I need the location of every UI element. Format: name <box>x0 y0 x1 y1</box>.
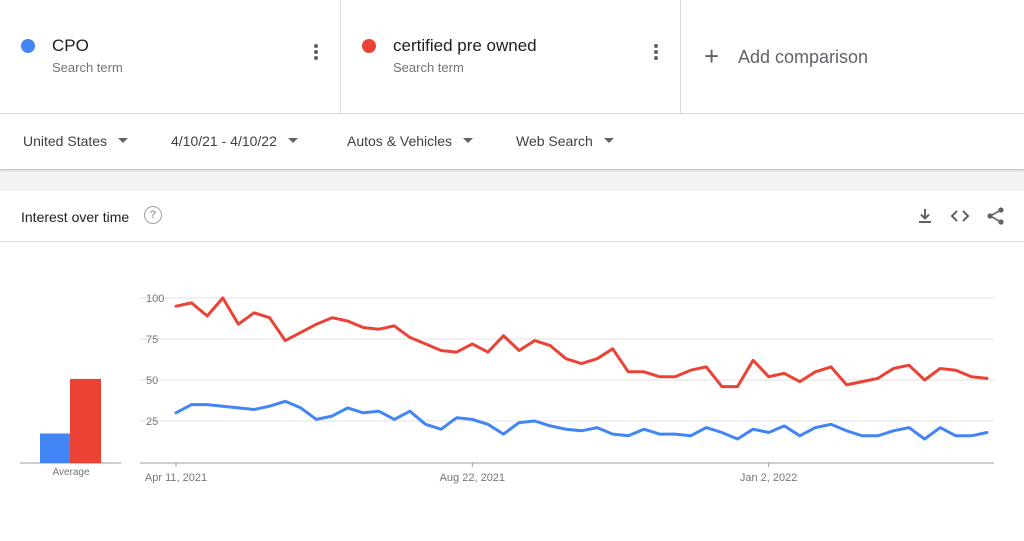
series-lines <box>174 296 989 441</box>
series-line-2 <box>174 296 989 389</box>
filters-bar: United States 4/10/21 - 4/10/22 Autos & … <box>0 114 1024 170</box>
category-dropdown[interactable]: Autos & Vehicles <box>347 133 474 149</box>
term-1-subtitle: Search term <box>52 60 123 75</box>
average-bars: Average <box>20 378 121 478</box>
search-property-value: Web Search <box>516 133 593 149</box>
more-vert-icon[interactable] <box>648 44 664 64</box>
x-tick-label: Apr 11, 2021 <box>145 472 207 484</box>
search-terms-bar: CPO Search term certified pre owned Sear… <box>0 0 1024 114</box>
average-bar-2 <box>70 378 101 463</box>
search-term-card-2[interactable]: certified pre owned Search term <box>341 0 681 113</box>
add-comparison-label: Add comparison <box>738 47 869 67</box>
interest-over-time-card: Interest over time ? 100 75 50 25 Apr 11, 2… <box>0 191 1024 541</box>
y-tick-label: 50 <box>146 375 158 387</box>
term-1-color-dot <box>21 39 35 53</box>
average-bar-1 <box>40 433 71 463</box>
region-dropdown[interactable]: United States <box>23 133 129 149</box>
caret-down-icon <box>287 137 298 143</box>
share-icon[interactable] <box>986 206 1006 226</box>
series-line-1 <box>174 399 989 441</box>
interest-over-time-chart: 100 75 50 25 Apr 11, 2021 Aug 22, 2021 Jan 2,… <box>20 293 994 484</box>
x-tick-label: Jan 2, 2022 <box>740 472 798 484</box>
y-tick-label: 25 <box>146 416 158 428</box>
date-range-value: 4/10/21 - 4/10/22 <box>171 133 277 149</box>
x-tick-label: Aug 22, 2021 <box>440 472 505 484</box>
y-tick-label: 100 <box>146 293 164 305</box>
category-value: Autos & Vehicles <box>347 133 453 149</box>
card-header: Interest over time ? <box>0 191 1024 242</box>
caret-down-icon <box>603 137 614 143</box>
more-vert-icon[interactable] <box>308 44 324 64</box>
date-range-dropdown[interactable]: 4/10/21 - 4/10/22 <box>171 133 298 149</box>
x-axis-ticks: Apr 11, 2021 Aug 22, 2021 Jan 2, 2022 <box>145 463 797 484</box>
download-icon[interactable] <box>915 206 935 226</box>
caret-down-icon <box>118 137 129 143</box>
term-2-subtitle: Search term <box>393 60 464 75</box>
caret-down-icon <box>463 137 474 143</box>
y-tick-label: 75 <box>146 334 158 346</box>
term-2-name: certified pre owned <box>393 36 537 55</box>
search-term-card-1[interactable]: CPO Search term <box>0 0 341 113</box>
search-property-dropdown[interactable]: Web Search <box>516 133 614 149</box>
add-comparison-button[interactable]: + Add comparison <box>681 0 1024 113</box>
average-label: Average <box>52 467 90 478</box>
region-value: United States <box>23 133 108 149</box>
help-icon[interactable]: ? <box>144 206 162 224</box>
card-title: Interest over time <box>21 209 130 225</box>
term-1-name: CPO <box>52 36 89 55</box>
term-2-color-dot <box>362 39 376 53</box>
plus-icon: + <box>704 41 720 71</box>
embed-icon[interactable] <box>950 206 970 226</box>
y-axis-ticks: 100 75 50 25 <box>146 293 164 428</box>
